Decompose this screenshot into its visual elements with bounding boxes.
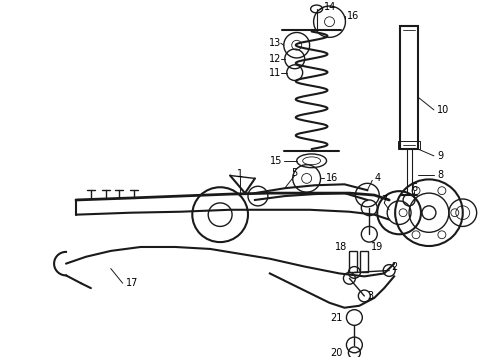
Text: 17: 17 [125, 278, 138, 288]
Text: 9: 9 [437, 151, 443, 161]
Text: 19: 19 [371, 242, 384, 252]
Text: 1: 1 [237, 168, 243, 179]
Text: 10: 10 [437, 105, 449, 115]
Text: 7: 7 [381, 195, 387, 205]
Bar [400, 26, 418, 149]
Text: 6: 6 [411, 183, 417, 193]
Text: 2: 2 [391, 262, 397, 271]
Text: 8: 8 [437, 171, 443, 180]
Text: 21: 21 [330, 312, 343, 323]
Text: 20: 20 [330, 348, 343, 358]
Text: 15: 15 [270, 156, 282, 166]
Text: 14: 14 [323, 2, 336, 12]
Text: 18: 18 [335, 242, 347, 252]
Text: 13: 13 [269, 38, 281, 48]
Text: 11: 11 [269, 68, 281, 78]
Text: 16: 16 [347, 11, 360, 21]
Text: 5: 5 [292, 167, 298, 177]
Text: 3: 3 [368, 291, 373, 301]
Bar [349, 251, 357, 273]
Text: 4: 4 [374, 174, 380, 184]
Text: 16: 16 [325, 174, 338, 184]
Text: 12: 12 [269, 54, 281, 64]
Bar [398, 141, 420, 149]
Bar [360, 251, 368, 273]
